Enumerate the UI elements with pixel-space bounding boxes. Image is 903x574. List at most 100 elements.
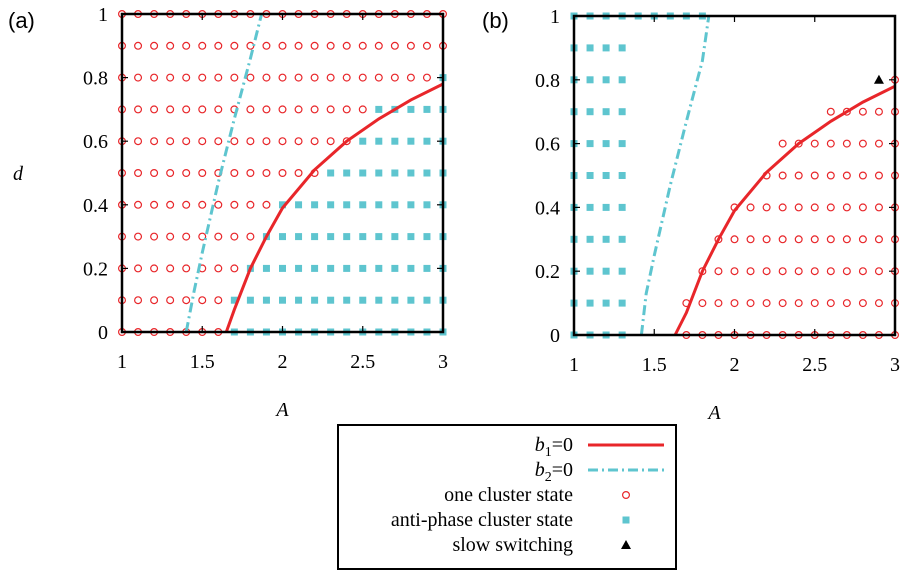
data-point-circle: [166, 264, 175, 273]
data-point-circle: [858, 203, 867, 212]
data-point-circle: [874, 139, 883, 148]
chart-panel-0: (a) 1 1.5 2 2.5 3 0 0.2 0.4 0.6 0.8 1 Ad: [8, 4, 448, 421]
data-point-square: [602, 140, 610, 148]
data-point-circle: [294, 137, 303, 146]
data-point-circle: [294, 41, 303, 50]
data-point-circle: [182, 41, 191, 50]
data-point-circle: [214, 41, 223, 50]
data-point-circle: [842, 267, 851, 276]
data-point-circle: [198, 296, 207, 305]
data-point-circle: [778, 139, 787, 148]
boundary-b2-line: [639, 15, 711, 336]
data-point-circle: [422, 41, 431, 50]
data-point-circle: [874, 203, 883, 212]
data-point-square: [327, 169, 335, 177]
data-point-circle: [198, 105, 207, 114]
data-point-circle: [810, 139, 819, 148]
data-point-square: [618, 76, 626, 84]
legend-label: slow switching: [452, 534, 573, 556]
data-point-square: [327, 264, 335, 272]
data-point-circle: [842, 139, 851, 148]
data-point-circle: [198, 41, 207, 50]
series-circle: [682, 75, 899, 340]
data-point-circle: [198, 200, 207, 209]
data-point-circle: [246, 41, 255, 50]
data-point-circle: [262, 41, 271, 50]
data-point-square: [262, 264, 270, 272]
data-point-square: [246, 296, 254, 304]
data-point-circle: [342, 41, 351, 50]
data-point-square: [311, 264, 319, 272]
data-point-square: [343, 169, 351, 177]
data-point-square: [311, 233, 319, 241]
data-point-square: [343, 233, 351, 241]
legend-label: one cluster state: [444, 484, 573, 506]
data-point-square: [295, 233, 303, 241]
data-point-circle: [134, 105, 143, 114]
data-point-square: [327, 296, 335, 304]
data-point-circle: [198, 73, 207, 82]
legend-entry: anti-phase cluster state: [391, 509, 630, 531]
data-point-square: [618, 299, 626, 307]
y-tick-label: 1: [98, 4, 108, 26]
data-point-circle: [182, 200, 191, 209]
data-point-circle: [826, 171, 835, 180]
data-point-square: [311, 201, 319, 209]
data-point-circle: [746, 299, 755, 308]
data-point-circle: [810, 267, 819, 276]
y-tick-label: 0.2: [535, 261, 560, 283]
x-tick-label: 2: [730, 354, 740, 376]
boundary-b1-line: [673, 84, 896, 336]
data-point-circle: [134, 73, 143, 82]
data-point-square: [375, 105, 383, 113]
data-point-circle: [858, 171, 867, 180]
data-point-circle: [150, 169, 159, 178]
data-point-circle: [214, 232, 223, 241]
data-point-square: [407, 296, 415, 304]
data-point-square: [586, 267, 594, 275]
panel-label: (a): [8, 8, 35, 33]
legend-entry: b2=0: [535, 459, 664, 485]
x-tick-label: 3: [890, 354, 900, 376]
data-point-circle: [230, 169, 239, 178]
data-point-circle: [134, 264, 143, 273]
data-point-circle: [166, 232, 175, 241]
data-point-circle: [214, 296, 223, 305]
data-point-square: [375, 264, 383, 272]
data-point-circle: [230, 232, 239, 241]
data-point-circle: [214, 264, 223, 273]
data-point-square: [230, 296, 238, 304]
data-point-circle: [810, 299, 819, 308]
data-point-square: [602, 267, 610, 275]
data-point-circle: [246, 200, 255, 209]
data-point-square: [359, 169, 367, 177]
legend-entry: b1=0: [535, 434, 664, 460]
data-point-circle: [326, 41, 335, 50]
data-point-square: [602, 299, 610, 307]
x-tick-label: 2: [278, 351, 288, 373]
data-point-square: [359, 137, 367, 145]
data-point-square: [375, 233, 383, 241]
data-point-circle: [810, 235, 819, 244]
data-point-circle: [778, 267, 787, 276]
data-point-circle: [826, 139, 835, 148]
data-point-triangle: [873, 74, 884, 84]
data-point-circle: [230, 264, 239, 273]
data-point-circle: [810, 203, 819, 212]
legend-label-subscript: 2: [545, 470, 552, 485]
data-point-circle: [342, 137, 351, 146]
data-point-square: [359, 264, 367, 272]
data-point-square: [423, 233, 431, 241]
data-point-circle: [874, 171, 883, 180]
x-tick-label: 1: [117, 351, 127, 373]
series-triangle: [873, 74, 884, 84]
data-point-circle: [422, 73, 431, 82]
data-point-square: [602, 44, 610, 52]
y-tick-label: 0: [550, 325, 560, 347]
data-point-circle: [134, 296, 143, 305]
data-point-circle: [326, 73, 335, 82]
data-point-square: [618, 140, 626, 148]
data-point-square: [391, 169, 399, 177]
data-point-circle: [858, 139, 867, 148]
data-point-circle: [166, 169, 175, 178]
